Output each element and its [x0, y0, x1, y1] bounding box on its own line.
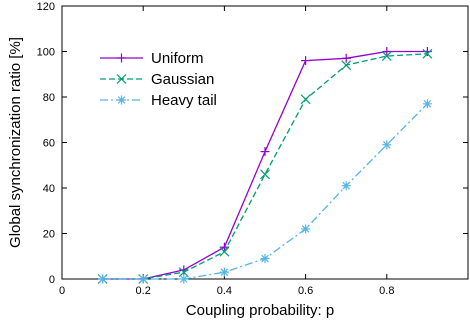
x-axis-label: Coupling probability: p: [186, 302, 334, 319]
data-point: [260, 169, 270, 180]
y-tick-label: 80: [43, 92, 55, 104]
y-tick-label: 20: [43, 229, 55, 241]
y-tick-label: 0: [49, 274, 55, 286]
legend-label: Gaussian: [151, 71, 214, 88]
legend-item: Uniform: [100, 50, 204, 67]
data-point: [219, 242, 229, 252]
legend-marker: [117, 95, 126, 105]
data-point: [98, 274, 108, 284]
data-point: [381, 51, 392, 61]
series-layer: [97, 47, 433, 284]
legend-label: Uniform: [151, 50, 204, 67]
series-line: [102, 53, 428, 280]
legend: Uniform Gaussian Heavy tail: [100, 50, 217, 109]
y-tick-label: 120: [37, 1, 55, 13]
data-point: [260, 254, 270, 264]
data-point: [301, 224, 311, 234]
data-point: [341, 60, 352, 71]
legend-marker: [117, 53, 126, 63]
data-point: [422, 48, 433, 59]
legend-item: Gaussian: [100, 71, 214, 88]
series-heavy-tail: [98, 99, 432, 284]
y-tick-label: 40: [43, 183, 55, 195]
series-uniform: [98, 47, 432, 284]
data-point: [260, 147, 270, 157]
plot-frame: [61, 5, 469, 280]
data-point: [382, 47, 392, 56]
data-point: [301, 56, 311, 66]
x-tick-label: 0: [59, 285, 65, 297]
chart-axes: 0 20 40 60 80 100 120 0 0.2 0.4 0.6 0.8 Coupling pro…: [7, 1, 469, 319]
data-point: [178, 267, 189, 278]
data-point: [422, 47, 432, 56]
y-tick-label: 100: [37, 47, 55, 59]
legend-marker: [116, 74, 127, 84]
data-point: [300, 94, 311, 105]
legend-item: Heavy tail: [100, 92, 217, 109]
y-tick-label: 60: [43, 138, 55, 150]
x-tick-label: 0.6: [298, 285, 313, 297]
data-point: [341, 181, 351, 191]
x-tick-label: 0.4: [217, 285, 232, 297]
series-gaussian: [97, 48, 433, 284]
series-line: [102, 103, 428, 280]
y-axis-label: Global synchronization ratio [%]: [7, 37, 24, 248]
data-point: [179, 274, 189, 284]
data-point: [219, 246, 230, 257]
data-point: [422, 99, 432, 109]
data-point: [219, 267, 229, 277]
data-point: [138, 274, 148, 284]
data-point: [382, 140, 392, 150]
x-tick-label: 0.8: [379, 285, 394, 297]
x-tick-label: 0.2: [136, 285, 151, 297]
legend-label: Heavy tail: [151, 92, 217, 109]
data-point: [341, 53, 351, 63]
